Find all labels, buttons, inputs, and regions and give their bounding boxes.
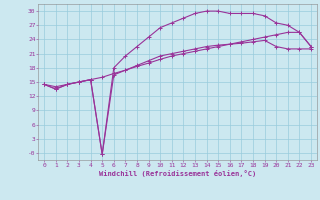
- X-axis label: Windchill (Refroidissement éolien,°C): Windchill (Refroidissement éolien,°C): [99, 170, 256, 177]
